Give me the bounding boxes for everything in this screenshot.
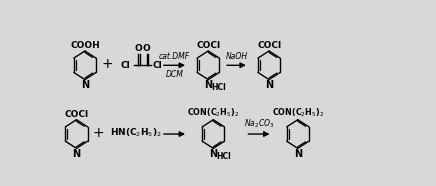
Text: COCl: COCl [257,41,281,50]
Text: cat.DMF: cat.DMF [159,52,190,61]
Text: +: + [101,57,112,71]
Text: N: N [209,149,218,159]
Text: Na$_2$CO$_3$: Na$_2$CO$_3$ [244,117,274,130]
Text: O: O [143,44,150,53]
Text: HCl: HCl [217,152,232,161]
Text: CON(C$_2$H$_5$)$_2$: CON(C$_2$H$_5$)$_2$ [187,107,239,119]
Text: Cl: Cl [153,61,163,70]
Text: COCl: COCl [65,110,89,119]
Text: DCM: DCM [166,70,184,78]
Text: N: N [265,80,273,90]
Text: Cl: Cl [121,61,130,70]
Text: N: N [72,149,81,159]
Text: COOH: COOH [70,41,100,50]
Text: CON(C$_2$H$_5$)$_2$: CON(C$_2$H$_5$)$_2$ [272,107,324,119]
Text: COCl: COCl [196,41,220,50]
Text: N: N [204,80,212,90]
Text: N: N [81,80,89,90]
Text: N: N [294,149,302,159]
Text: HN(C$_2$H$_5$)$_2$: HN(C$_2$H$_5$)$_2$ [110,126,162,139]
Text: O: O [134,44,142,53]
Text: NaOH: NaOH [225,52,248,61]
Text: +: + [92,126,104,140]
Text: HCl: HCl [211,83,226,92]
